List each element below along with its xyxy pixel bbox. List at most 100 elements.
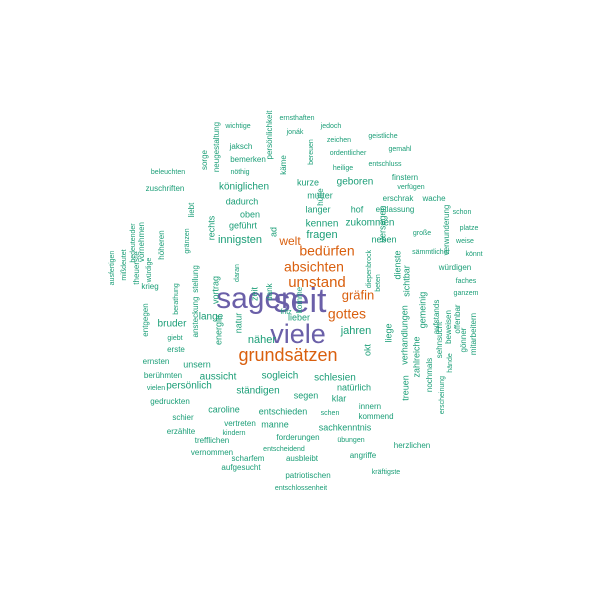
word-small: gränzen — [184, 228, 191, 253]
word-small: ernsten — [143, 357, 170, 366]
word-small: ständigen — [236, 386, 279, 397]
word-small: jonák — [286, 129, 304, 136]
word-large: viele — [270, 319, 326, 349]
word-small: patriotischen — [285, 471, 330, 480]
word-small: gemeinig — [417, 292, 427, 329]
word-small: jahren — [340, 325, 372, 337]
word-medium: gräfin — [342, 287, 375, 302]
word-small: sehnsucht — [435, 321, 444, 358]
word-small: große — [413, 230, 431, 237]
word-small: aufstands — [432, 300, 441, 335]
word-small: zukommen — [346, 218, 395, 229]
word-small: würdige — [146, 258, 153, 284]
word-small: vielen — [147, 385, 165, 392]
word-small: bemerken — [230, 155, 266, 164]
word-small: wichtige — [224, 123, 250, 130]
word-small: berathung — [173, 283, 180, 315]
word-small: geführt — [229, 220, 258, 230]
word-small: vornehmen — [137, 222, 146, 262]
word-small: beten — [375, 274, 382, 292]
word-small: jedoch — [320, 123, 342, 130]
word-medium: bedürfen — [299, 243, 354, 259]
word-small: liebt — [187, 202, 196, 217]
word-small: natur — [233, 313, 243, 334]
word-small: bedeutender — [130, 223, 137, 263]
word-small: erste — [167, 345, 185, 354]
word-small: unsern — [183, 359, 211, 369]
word-small: verwunderung — [442, 205, 451, 256]
word-small: ausfertigen — [109, 251, 116, 286]
word-small: herzlichen — [394, 441, 430, 450]
word-small: entscheidend — [263, 446, 305, 453]
word-large: seit — [274, 282, 327, 320]
word-small: ad — [268, 227, 278, 237]
word-small: theuerste — [132, 251, 141, 285]
word-small: ausbleibt — [286, 454, 319, 463]
word-small: erschrak — [383, 194, 415, 203]
word-small: platze — [460, 225, 479, 232]
word-small: daran — [234, 264, 241, 282]
word-small: jaksch — [229, 142, 253, 151]
word-small: kindern — [223, 430, 246, 437]
word-small: entschieden — [259, 406, 308, 416]
word-small: ganzem — [454, 290, 479, 297]
word-small: segen — [294, 390, 319, 400]
word-small: mißdeutet — [121, 249, 128, 280]
word-small: klar — [332, 393, 347, 403]
word-small: angriffe — [350, 451, 377, 460]
word-small: schier — [172, 413, 194, 422]
word-small: stellung — [191, 265, 200, 293]
word-small: dank — [265, 282, 274, 300]
word-small: ansteckung — [191, 297, 200, 338]
word-small: trefflichen — [195, 436, 230, 445]
word-small: lieber — [288, 312, 310, 322]
word-small: forderungen — [276, 433, 319, 442]
word-medium: absichten — [284, 259, 344, 275]
word-small: entschluss — [368, 161, 402, 168]
word-medium: umstand — [288, 274, 346, 291]
word-small: sachkenntnis — [319, 422, 372, 432]
word-small: krieg — [141, 282, 158, 291]
word-small: weise — [455, 238, 474, 245]
word-small: fritz — [280, 309, 292, 316]
word-small: liege — [383, 323, 393, 342]
word-small: energie — [213, 315, 223, 345]
word-small: kurze — [297, 177, 319, 187]
word-small: bereuen — [308, 139, 315, 165]
word-small: neben — [371, 234, 396, 244]
word-small: gemahl — [389, 146, 412, 153]
word-small: geistliche — [368, 133, 397, 140]
word-medium: welt — [278, 234, 301, 248]
word-small: sogleich — [262, 371, 299, 382]
word-small: wache — [421, 194, 446, 203]
word-small: hof — [351, 204, 364, 214]
word-small: käme — [279, 155, 288, 175]
word-small: scharfem — [232, 454, 265, 463]
word-small: persönlichkeit — [265, 110, 274, 160]
word-small: heilige — [333, 165, 353, 172]
word-small: innern — [359, 402, 381, 411]
word-small: höheren — [157, 230, 166, 259]
word-small: erscheinung — [439, 376, 446, 414]
word-small: verhandlungen — [399, 305, 409, 365]
word-small: sämmtlicher — [412, 249, 450, 256]
word-small: neugestaltung — [212, 122, 221, 172]
word-small: zahlreiche — [411, 336, 421, 377]
word-small: königlichen — [219, 182, 269, 193]
word-small: würdigen — [438, 263, 471, 272]
word-small: persönlich — [166, 381, 212, 392]
word-small: bruder — [158, 319, 188, 330]
word-small: beweisen — [444, 310, 453, 344]
word-small: kommend — [358, 412, 393, 421]
word-small: rechts — [206, 215, 216, 240]
word-small: mitarbeitern — [469, 313, 478, 355]
word-small: berühmten — [144, 371, 182, 380]
word-small: okt — [362, 344, 372, 357]
word-small: lange — [199, 312, 224, 323]
word-small: fragen — [306, 229, 337, 241]
word-small: hände — [447, 353, 454, 373]
word-medium: grundsätzen — [238, 345, 337, 365]
word-small: vernommen — [191, 448, 233, 457]
word-small: schlesien — [314, 373, 356, 384]
